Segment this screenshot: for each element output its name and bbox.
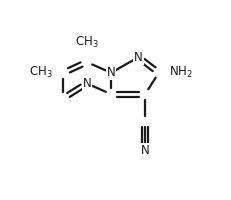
Text: N: N [140, 144, 149, 157]
Text: CH$_3$: CH$_3$ [29, 65, 53, 80]
Text: CH$_3$: CH$_3$ [75, 35, 98, 50]
Text: NH$_2$: NH$_2$ [169, 65, 192, 80]
Text: N: N [82, 77, 91, 90]
Text: N: N [134, 51, 142, 64]
Text: N: N [106, 66, 115, 79]
